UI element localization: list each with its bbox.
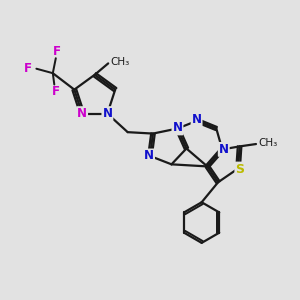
Text: N: N xyxy=(77,107,87,120)
Text: N: N xyxy=(219,143,229,156)
Text: CH₃: CH₃ xyxy=(111,57,130,67)
Text: F: F xyxy=(24,61,32,75)
Text: N: N xyxy=(102,107,112,120)
Text: F: F xyxy=(53,45,61,58)
Text: F: F xyxy=(52,85,60,98)
Text: N: N xyxy=(172,122,182,134)
Text: CH₃: CH₃ xyxy=(258,138,278,148)
Text: N: N xyxy=(192,113,202,126)
Text: S: S xyxy=(236,163,244,176)
Text: N: N xyxy=(144,149,154,163)
